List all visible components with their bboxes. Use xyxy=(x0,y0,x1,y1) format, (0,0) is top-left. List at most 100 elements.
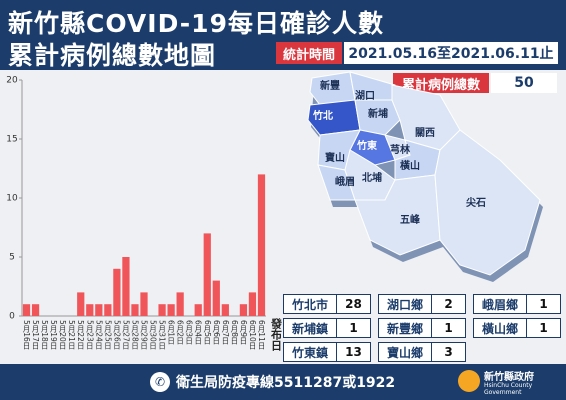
x-tick-label: 5月22日 xyxy=(76,320,85,350)
map-label: 尖石 xyxy=(466,196,486,209)
map-label: 芎林 xyxy=(390,143,411,156)
town-cell: 峨眉鄉 1 xyxy=(473,294,561,314)
town-count: 1 xyxy=(526,319,560,337)
map-label: 峨眉 xyxy=(335,175,355,188)
y-tick-label: 10 xyxy=(6,194,18,204)
x-tick-label: 6月3日 xyxy=(185,320,194,346)
town-cell: 新豐鄉 1 xyxy=(378,318,466,338)
region xyxy=(434,129,541,276)
bar xyxy=(239,304,248,316)
town-name: 橫山鄉 xyxy=(481,321,518,336)
y-tick-label: 0 xyxy=(9,312,15,322)
bar xyxy=(131,304,139,316)
town-cell: 竹北市 28 xyxy=(283,294,371,314)
town-cell: 湖口鄉 2 xyxy=(378,294,466,314)
logo-name: 新竹縣政府 xyxy=(484,372,534,383)
y-tick-label: 5 xyxy=(9,253,15,263)
town-count: 28 xyxy=(336,295,370,313)
bar xyxy=(203,233,211,316)
town-count: 1 xyxy=(526,295,560,313)
x-tick-label: 6月2日 xyxy=(176,320,185,346)
x-tick-label: 5月18日 xyxy=(40,320,49,350)
logo-english: HsinChu County Government xyxy=(484,382,533,396)
bar xyxy=(22,304,31,316)
bar xyxy=(158,304,166,316)
x-tick-label: 5月19日 xyxy=(49,320,58,350)
x-tick-label: 6月7日 xyxy=(221,320,230,346)
y-tick-label: 20 xyxy=(6,76,18,86)
map-label: 湖口 xyxy=(355,89,375,102)
town-name: 竹東鎮 xyxy=(291,345,328,360)
x-tick-label: 5月27日 xyxy=(121,320,130,350)
bar xyxy=(176,292,184,316)
town-count: 13 xyxy=(336,343,370,361)
map-label: 新豐 xyxy=(320,79,340,92)
x-tick-label: 6月5日 xyxy=(203,320,212,346)
total: 50 xyxy=(491,73,557,93)
x-tick-label: 5月29日 xyxy=(140,320,149,350)
map-label: 新埔 xyxy=(368,107,388,120)
bar xyxy=(194,304,202,316)
x-tick-label: 5月23日 xyxy=(85,320,94,350)
x-tick-label: 5月24日 xyxy=(94,320,103,350)
x-tick-label: 6月9日 xyxy=(239,320,248,346)
bar xyxy=(248,292,257,316)
x-tick-label: 5月16日 xyxy=(22,320,31,350)
title: 新竹縣COVID-19每日確診人數 xyxy=(8,9,384,38)
x-tick-label: 5月26日 xyxy=(112,320,121,350)
town-cell: 新埔鎮 1 xyxy=(283,318,371,338)
hotline: 衛生局防疫專線5511287或1922 xyxy=(176,375,396,391)
x-tick-label: 6月6日 xyxy=(212,320,221,346)
town-count: 1 xyxy=(336,319,370,337)
town-count: 2 xyxy=(431,295,465,313)
period-label: 統計時間 xyxy=(276,42,342,64)
bar xyxy=(167,304,175,316)
town-name: 峨眉鄉 xyxy=(481,297,518,312)
town-count: 3 xyxy=(431,343,465,361)
title: 累計病例總數地圖 xyxy=(8,41,217,70)
x-tick-label: 6月1日 xyxy=(167,320,176,346)
map-label: 橫山 xyxy=(400,159,420,172)
bar xyxy=(113,268,121,316)
x-tick-label: 5月28日 xyxy=(130,320,139,350)
town-name: 新埔鎮 xyxy=(291,321,328,336)
region xyxy=(354,99,401,136)
town-name: 湖口鄉 xyxy=(386,297,423,312)
bar xyxy=(122,257,130,316)
map-label: 北埔 xyxy=(362,171,382,184)
phone-icon: ✆ xyxy=(150,372,170,392)
bar xyxy=(212,280,220,316)
bar xyxy=(140,292,148,316)
map-label: 竹東 xyxy=(356,139,377,152)
bar xyxy=(86,304,94,316)
x-tick-label: 5月30日 xyxy=(149,320,158,350)
town-cell: 橫山鄉 1 xyxy=(473,318,561,338)
map-label: 寶山 xyxy=(325,151,345,164)
town-name: 竹北市 xyxy=(291,297,328,312)
map-label: 關西 xyxy=(415,126,435,139)
x-tick-label: 5月31日 xyxy=(158,320,167,350)
bar xyxy=(257,174,266,316)
bar xyxy=(104,304,112,316)
town-cell: 寶山鄉 3 xyxy=(378,342,466,362)
map-label: 五峰 xyxy=(400,213,421,226)
bar xyxy=(77,292,85,316)
x-tick-label: 5月17日 xyxy=(31,320,40,350)
bar xyxy=(95,304,103,316)
x-tick-label: 6月4日 xyxy=(194,320,203,346)
map-label: 竹北 xyxy=(312,109,333,122)
y-tick-label: 15 xyxy=(6,135,17,145)
town-count: 1 xyxy=(431,319,465,337)
x-tick-label: 5月21日 xyxy=(67,320,76,350)
period: 2021.05.16至2021.06.11止 xyxy=(344,42,558,64)
town-name: 寶山鄉 xyxy=(386,345,423,360)
bar xyxy=(221,304,229,316)
map xyxy=(307,71,543,282)
x-tick-label: 6月11日 xyxy=(257,320,266,350)
x-tick-label: 6月8日 xyxy=(230,320,239,346)
x-tick-label: 5月25日 xyxy=(103,320,112,350)
logo-icon xyxy=(458,370,480,392)
x-tick-label: 6月10日 xyxy=(248,320,257,350)
